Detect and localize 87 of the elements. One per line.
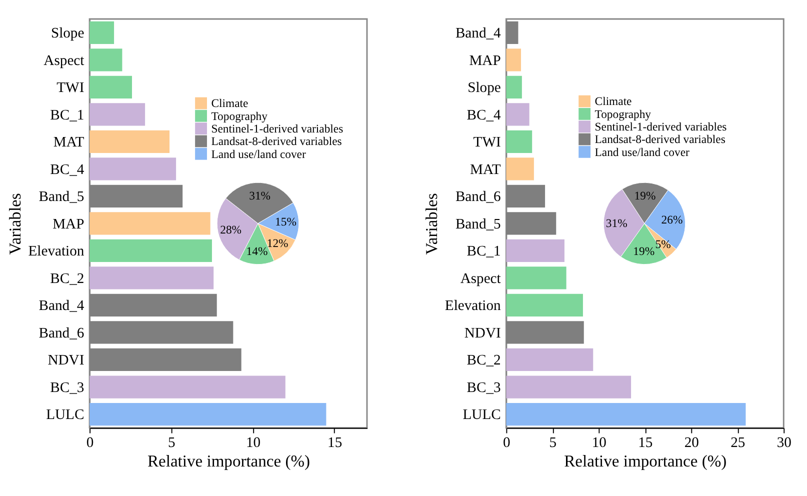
y-axis-title: Variables xyxy=(5,193,24,255)
y-tick-label: Band_6 xyxy=(455,189,501,206)
x-tick-label: 10 xyxy=(246,434,261,451)
bar xyxy=(90,402,326,426)
data-label: 5% xyxy=(655,238,672,252)
y-tick-label: Band_5 xyxy=(38,189,84,206)
y-tick-label: BC_4 xyxy=(466,107,502,124)
y-tick-label: MAT xyxy=(470,162,501,178)
legend-label: Land use/land cover xyxy=(211,148,306,161)
y-tick-label: LULC xyxy=(462,407,501,424)
bar xyxy=(506,376,632,398)
bar xyxy=(90,48,122,72)
y-tick-label: Aspect xyxy=(460,270,501,287)
legend-label: Landsat-8-derived variables xyxy=(211,135,342,148)
bar xyxy=(90,239,212,262)
bar xyxy=(506,239,564,262)
y-tick-label: BC_4 xyxy=(50,162,85,178)
y-tick-label: NDVI xyxy=(48,352,84,369)
y-tick-label: BC_2 xyxy=(50,270,84,287)
data-label: 15% xyxy=(275,216,297,229)
legend-label: Topography xyxy=(211,110,268,123)
bar xyxy=(90,76,132,98)
x-tick-label: 10 xyxy=(592,434,606,451)
legend-label: Land use/land cover xyxy=(594,146,690,159)
data-label: 19% xyxy=(633,245,655,258)
y-tick-label: NDVI xyxy=(464,325,501,342)
legend-label: Sentinel-1-derived variables xyxy=(211,122,344,136)
y-axis-title: Variables xyxy=(422,193,442,255)
bar xyxy=(506,402,746,426)
y-tick-label: Band_6 xyxy=(38,325,84,342)
data-label: 19% xyxy=(634,190,656,203)
y-tick-label: Band_5 xyxy=(455,216,501,232)
bar xyxy=(90,376,286,398)
x-axis-title: Relative importance (%) xyxy=(564,451,727,470)
data-label: 31% xyxy=(249,190,271,203)
x-tick-label: 5 xyxy=(168,434,176,451)
x-tick-label: 0 xyxy=(86,434,94,451)
y-tick-label: TWI xyxy=(473,134,501,151)
y-tick-label: Band_4 xyxy=(455,26,502,42)
bar xyxy=(90,158,176,180)
y-tick-label: Band_4 xyxy=(38,298,85,314)
legend-label: Climate xyxy=(211,97,248,110)
data-label: 12% xyxy=(266,237,289,250)
legend-label: Climate xyxy=(594,95,632,108)
x-tick-label: 15 xyxy=(638,434,653,451)
y-tick-label: BC_3 xyxy=(466,380,501,396)
y-tick-label: Slope xyxy=(50,26,84,42)
y-tick-label: BC_2 xyxy=(466,352,501,369)
x-axis-title: Relative importance (%) xyxy=(148,451,310,470)
y-tick-label: Elevation xyxy=(28,244,85,260)
bar xyxy=(506,158,534,180)
x-tick-label: 20 xyxy=(684,434,699,451)
y-tick-label: Elevation xyxy=(444,298,502,314)
x-tick-label: 15 xyxy=(328,434,342,451)
bar xyxy=(506,76,522,98)
y-tick-label: MAP xyxy=(469,52,501,69)
bar xyxy=(506,48,521,72)
x-tick-label: 30 xyxy=(776,434,792,451)
bar xyxy=(506,130,532,154)
y-tick-label: BC_1 xyxy=(466,244,501,260)
y-tick-label: BC_3 xyxy=(50,380,84,396)
bar xyxy=(506,348,594,372)
y-tick-label: LULC xyxy=(46,407,84,424)
bar xyxy=(90,212,210,235)
bar xyxy=(90,266,214,290)
bar xyxy=(90,103,146,126)
bar xyxy=(90,130,170,154)
y-tick-label: Slope xyxy=(468,80,501,96)
legend-label: Sentinel-1-derived variables xyxy=(594,120,728,134)
x-tick-label: 25 xyxy=(730,434,746,451)
data-label: 14% xyxy=(246,245,268,258)
legend-label: Topography xyxy=(594,108,652,121)
y-tick-label: Aspect xyxy=(44,52,84,69)
data-label: 28% xyxy=(220,223,242,236)
x-tick-label: 5 xyxy=(549,434,557,451)
bar xyxy=(90,21,114,44)
bar xyxy=(506,266,566,290)
data-label: 31% xyxy=(606,216,628,230)
data-label: 26% xyxy=(661,214,683,227)
y-tick-label: BC_1 xyxy=(50,107,84,124)
bar xyxy=(506,294,583,317)
y-tick-label: MAP xyxy=(52,216,84,232)
x-tick-label: 0 xyxy=(503,434,510,451)
y-tick-label: MAT xyxy=(53,134,84,151)
y-tick-label: TWI xyxy=(56,80,84,96)
bar xyxy=(506,103,530,126)
legend-label: Landsat-8-derived variables xyxy=(594,133,726,146)
